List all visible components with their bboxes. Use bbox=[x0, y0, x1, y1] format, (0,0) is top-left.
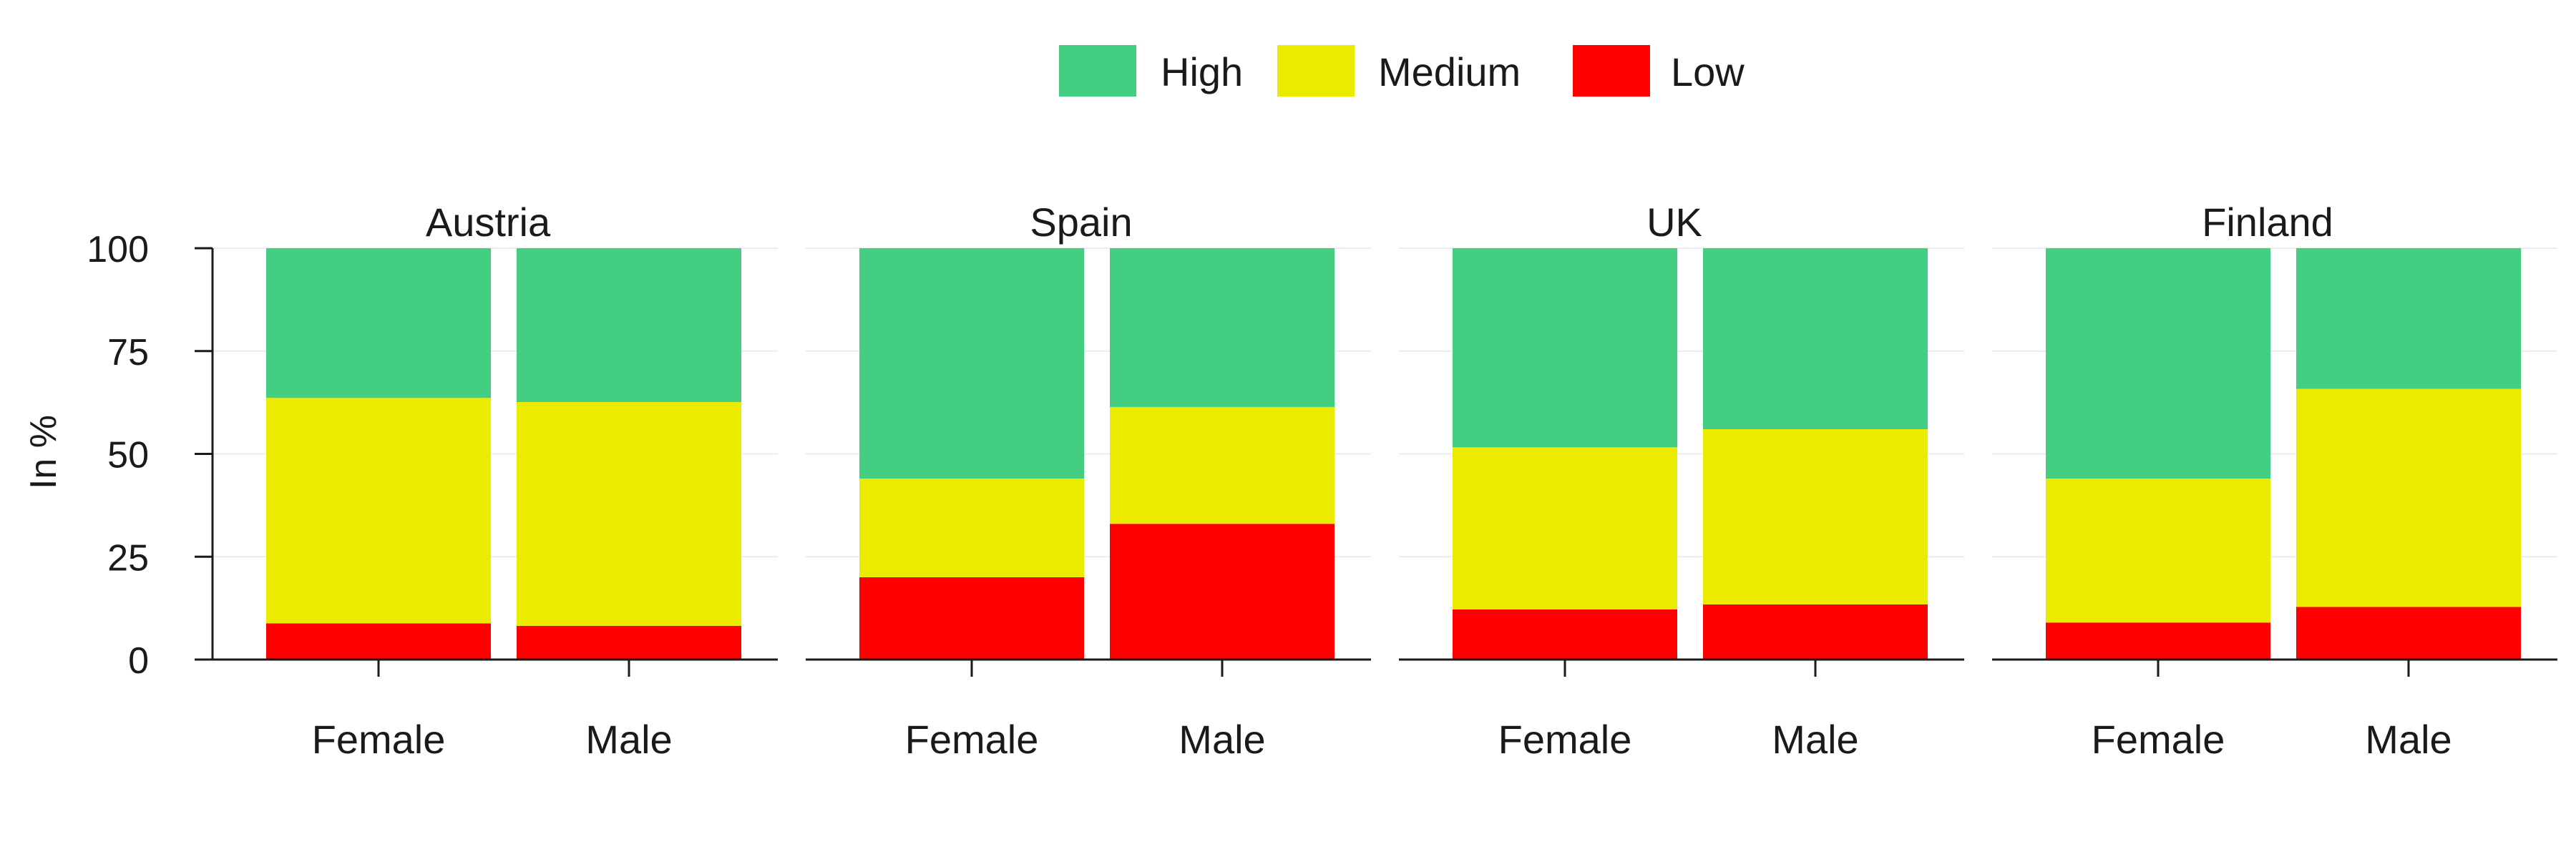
panel-uk: UK Female Male bbox=[1399, 200, 1964, 762]
bar-segment-uk-female-low bbox=[1453, 609, 1677, 660]
y-tick-label-75: 75 bbox=[107, 332, 149, 373]
x-tick-label-female: Female bbox=[905, 717, 1039, 762]
bar-segment-uk-male-medium bbox=[1703, 429, 1928, 604]
bar-segment-austria-female-low bbox=[266, 623, 491, 660]
x-tick-label-male: Male bbox=[1179, 717, 1265, 762]
bar-segment-spain-female-high bbox=[859, 248, 1084, 479]
legend-label-medium: Medium bbox=[1378, 49, 1521, 94]
legend-label-low: Low bbox=[1671, 49, 1745, 94]
bar-segment-spain-male-high bbox=[1110, 248, 1335, 407]
panel-title-uk: UK bbox=[1646, 200, 1702, 245]
y-axis-label: In % bbox=[23, 415, 64, 489]
panel-finland: Finland Female Male bbox=[1992, 200, 2557, 762]
legend-swatch-medium bbox=[1277, 45, 1355, 97]
panel-title-finland: Finland bbox=[2202, 200, 2333, 245]
panel-title-spain: Spain bbox=[1030, 200, 1132, 245]
bar-segment-uk-male-low bbox=[1703, 604, 1928, 660]
bar-segment-uk-female-medium bbox=[1453, 447, 1677, 609]
x-tick-label-female: Female bbox=[2092, 717, 2225, 762]
legend-label-high: High bbox=[1161, 49, 1243, 94]
legend-swatch-low bbox=[1573, 45, 1650, 97]
y-axis: 0 25 50 75 100 bbox=[87, 229, 213, 682]
legend: High Medium Low bbox=[1059, 45, 1745, 97]
bar-segment-austria-male-low bbox=[517, 625, 741, 660]
panel-austria: Austria Female Male bbox=[211, 200, 778, 762]
bar-segment-austria-male-high bbox=[517, 248, 741, 403]
bar-segment-spain-male-medium bbox=[1110, 406, 1335, 524]
legend-item-medium: Medium bbox=[1277, 45, 1521, 97]
legend-swatch-high bbox=[1059, 45, 1136, 97]
legend-item-low: Low bbox=[1573, 45, 1745, 97]
bar-segment-spain-female-low bbox=[859, 577, 1084, 660]
x-tick-label-male: Male bbox=[585, 717, 672, 762]
bar-segment-austria-female-medium bbox=[266, 398, 491, 624]
bar-segment-uk-male-high bbox=[1703, 248, 1928, 429]
bar-segment-spain-female-medium bbox=[859, 479, 1084, 577]
panel-spain: Spain Female Male bbox=[806, 200, 1371, 762]
x-tick-label-female: Female bbox=[1498, 717, 1632, 762]
bar-segment-finland-female-medium bbox=[2046, 479, 2270, 623]
y-tick-label-25: 25 bbox=[107, 537, 149, 579]
bar-segment-finland-female-high bbox=[2046, 248, 2270, 479]
y-tick-label-50: 50 bbox=[107, 435, 149, 476]
bar-segment-uk-female-high bbox=[1453, 248, 1677, 448]
bar-segment-finland-female-low bbox=[2046, 622, 2270, 660]
panel-title-austria: Austria bbox=[426, 200, 551, 245]
bar-segment-spain-male-low bbox=[1110, 524, 1335, 660]
panels: Austria Female Male Spain Female Male UK Female… bbox=[211, 200, 2557, 762]
y-tick-label-0: 0 bbox=[128, 640, 149, 682]
y-tick-label-100: 100 bbox=[87, 229, 149, 270]
bar-segment-austria-male-medium bbox=[517, 402, 741, 626]
bar-segment-finland-male-high bbox=[2296, 248, 2521, 389]
x-tick-label-male: Male bbox=[1772, 717, 1858, 762]
bar-segment-austria-female-high bbox=[266, 248, 491, 398]
legend-item-high: High bbox=[1059, 45, 1243, 97]
x-tick-label-female: Female bbox=[312, 717, 446, 762]
bar-segment-finland-male-medium bbox=[2296, 388, 2521, 607]
x-tick-label-male: Male bbox=[2365, 717, 2451, 762]
bar-segment-finland-male-low bbox=[2296, 607, 2521, 660]
